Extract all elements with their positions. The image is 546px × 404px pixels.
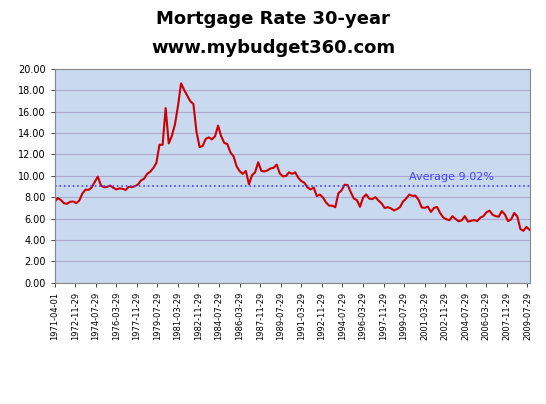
Text: www.mybudget360.com: www.mybudget360.com bbox=[151, 38, 395, 57]
Text: Average 9.02%: Average 9.02% bbox=[410, 172, 494, 182]
Text: Mortgage Rate 30-year: Mortgage Rate 30-year bbox=[156, 10, 390, 28]
